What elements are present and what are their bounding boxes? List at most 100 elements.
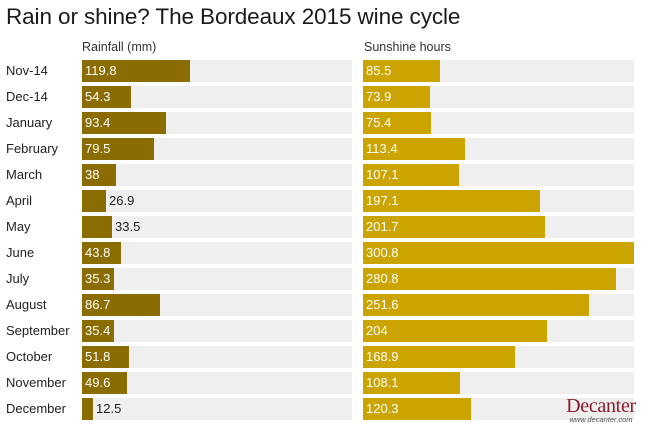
sunshine-value: 251.6 — [366, 297, 399, 312]
sunshine-track: 300.8 — [363, 242, 634, 264]
chart-row: June 43.8 300.8 — [0, 242, 650, 264]
sunshine-track: 204 — [363, 320, 634, 342]
rainfall-track: 35.4 — [82, 320, 352, 342]
rainfall-bar — [82, 242, 121, 264]
sunshine-bar — [363, 112, 431, 134]
rainfall-bar — [82, 372, 127, 394]
rainfall-value: 49.6 — [85, 375, 111, 390]
logo-name: Decanter — [566, 395, 636, 417]
rainfall-bar — [82, 112, 166, 134]
rainfall-track: 79.5 — [82, 138, 352, 160]
chart-row: December 12.5 120.3 — [0, 398, 650, 420]
rainfall-track: 49.6 — [82, 372, 352, 394]
sunshine-bar — [363, 138, 465, 160]
chart-row: October 51.8 168.9 — [0, 346, 650, 368]
chart-row: August 86.7 251.6 — [0, 294, 650, 316]
sunshine-value: 107.1 — [366, 167, 399, 182]
rainfall-value: 35.4 — [85, 323, 111, 338]
rainfall-bar — [82, 268, 114, 290]
chart-title: Rain or shine? The Bordeaux 2015 wine cy… — [6, 4, 461, 29]
sunshine-track: 108.1 — [363, 372, 634, 394]
rainfall-value: 38 — [85, 167, 100, 182]
rainfall-bar — [82, 320, 114, 342]
sunshine-bar — [363, 398, 471, 420]
chart-row: November 49.6 108.1 — [0, 372, 650, 394]
sunshine-track: 75.4 — [363, 112, 634, 134]
rainfall-track: 38 — [82, 164, 352, 186]
rainfall-track: 35.3 — [82, 268, 352, 290]
sunshine-value: 197.1 — [366, 193, 399, 208]
rainfall-column-header: Rainfall (mm) — [82, 40, 157, 54]
row-label: December — [6, 401, 66, 416]
rainfall-value: 86.7 — [85, 297, 111, 312]
sunshine-column-header: Sunshine hours — [364, 40, 451, 54]
rainfall-value: 26.9 — [109, 193, 135, 208]
rainfall-value: 33.5 — [115, 219, 141, 234]
rainfall-bar — [82, 190, 106, 212]
sunshine-track: 85.5 — [363, 60, 634, 82]
sunshine-track: 107.1 — [363, 164, 634, 186]
row-label: March — [6, 167, 43, 182]
sunshine-value: 108.1 — [366, 375, 399, 390]
sunshine-track: 280.8 — [363, 268, 634, 290]
rainfall-track: 12.5 — [82, 398, 352, 420]
rainfall-track: 93.4 — [82, 112, 352, 134]
sunshine-track: 197.1 — [363, 190, 634, 212]
rainfall-bar — [82, 346, 129, 368]
sunshine-track: 73.9 — [363, 86, 634, 108]
rainfall-bar — [82, 398, 93, 420]
rainfall-track: 54.3 — [82, 86, 352, 108]
row-label: October — [6, 349, 53, 364]
sunshine-track: 120.3 — [363, 398, 634, 420]
sunshine-bar — [363, 164, 459, 186]
rainfall-value: 12.5 — [96, 401, 122, 416]
rainfall-track: 26.9 — [82, 190, 352, 212]
sunshine-bar — [363, 320, 547, 342]
rainfall-track: 86.7 — [82, 294, 352, 316]
sunshine-track: 113.4 — [363, 138, 634, 160]
chart-row: April 26.9 197.1 — [0, 190, 650, 212]
chart-row: January 93.4 75.4 — [0, 112, 650, 134]
sunshine-bar — [363, 346, 515, 368]
sunshine-bar — [363, 190, 540, 212]
row-label: May — [6, 219, 31, 234]
sunshine-track: 201.7 — [363, 216, 634, 238]
chart-row: May 33.5 201.7 — [0, 216, 650, 238]
row-label: February — [6, 141, 59, 156]
rainfall-bar — [82, 138, 154, 160]
chart-row: Dec-14 54.3 73.9 — [0, 86, 650, 108]
sunshine-bar — [363, 60, 440, 82]
sunshine-value: 204 — [366, 323, 388, 338]
row-label: September — [6, 323, 70, 338]
sunshine-value: 85.5 — [366, 63, 392, 78]
sunshine-value: 113.4 — [366, 141, 398, 156]
rainfall-value: 119.8 — [85, 63, 117, 78]
row-label: Nov-14 — [6, 63, 48, 78]
rainfall-bar — [82, 86, 131, 108]
sunshine-value: 120.3 — [366, 401, 399, 416]
rainfall-track: 51.8 — [82, 346, 352, 368]
sunshine-value: 300.8 — [366, 245, 399, 260]
sunshine-value: 168.9 — [366, 349, 399, 364]
sunshine-bar — [363, 216, 545, 238]
rainfall-value: 79.5 — [85, 141, 111, 156]
sunshine-bar — [363, 294, 589, 316]
rainfall-bar — [82, 60, 190, 82]
chart-row: September 35.4 204 — [0, 320, 650, 342]
row-label: Dec-14 — [6, 89, 48, 104]
row-label: April — [6, 193, 33, 208]
rainfall-value: 43.8 — [85, 245, 111, 260]
chart-row: March 38 107.1 — [0, 164, 650, 186]
sunshine-value: 73.9 — [366, 89, 392, 104]
decanter-logo: Decanter www.decanter.com — [563, 395, 639, 424]
rainfall-value: 35.3 — [85, 271, 111, 286]
rainfall-value: 54.3 — [85, 89, 111, 104]
row-label: June — [6, 245, 35, 260]
sunshine-bar — [363, 268, 616, 290]
sunshine-track: 251.6 — [363, 294, 634, 316]
rainfall-track: 119.8 — [82, 60, 352, 82]
chart-row: February 79.5 113.4 — [0, 138, 650, 160]
row-label: November — [6, 375, 66, 390]
sunshine-track: 168.9 — [363, 346, 634, 368]
rainfall-track: 43.8 — [82, 242, 352, 264]
